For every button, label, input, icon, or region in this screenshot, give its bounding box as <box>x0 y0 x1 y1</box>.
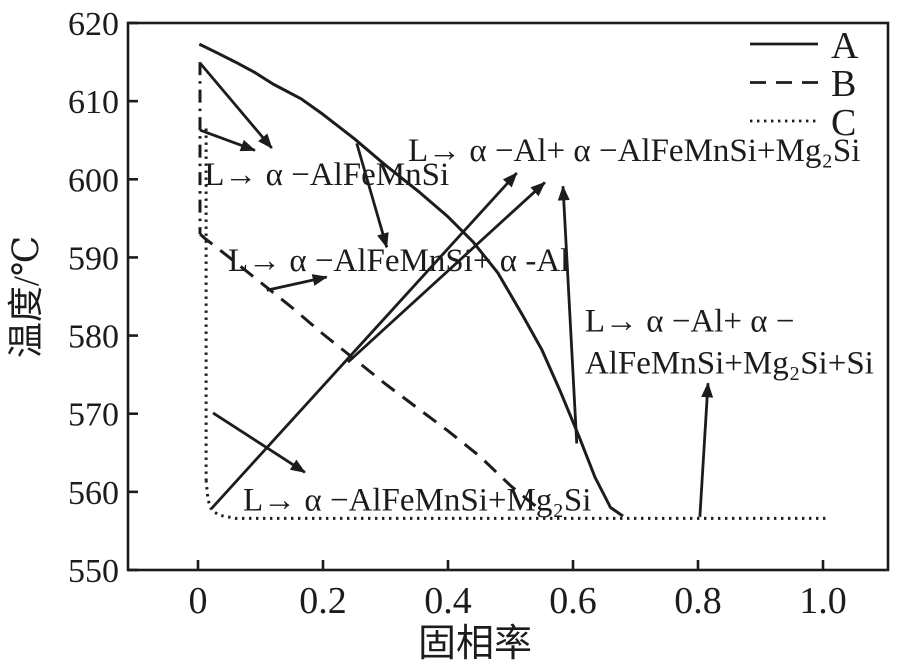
y-tick-label-550: 550 <box>68 553 119 590</box>
x-tick-label-0: 0 <box>189 580 208 622</box>
curve-C-seg2 <box>204 479 827 520</box>
arrow-to-reaction3-from-C <box>210 172 518 510</box>
y-tick-label-560: 560 <box>68 475 119 512</box>
y-tick-label-600: 600 <box>68 162 119 199</box>
annotation-reaction-al-alfemnsi-mg2si-si: L→ α −Al+ α − <box>585 303 795 339</box>
x-tick-label-0.2: 0.2 <box>299 580 347 622</box>
y-tick-label-570: 570 <box>68 397 119 434</box>
arrow-to-reaction4-from-eutectic <box>698 382 714 517</box>
arrow-to-reaction3-from-A <box>557 185 579 444</box>
x-tick-label-0.8: 0.8 <box>674 580 722 622</box>
legend-label-C: C <box>831 102 856 144</box>
arrow-to-reaction3-from-B <box>347 181 546 364</box>
x-tick-label-1.0: 1.0 <box>799 580 847 622</box>
annotation-reaction-al-alfemnsi-mg2si: L→ α −Al+ α −AlFeMnSi+Mg₂Si <box>408 133 860 169</box>
y-tick-label-620: 620 <box>68 6 119 43</box>
y-axis-label: 温度/℃ <box>6 236 46 358</box>
arrow-to-reaction1-from-C-start <box>199 128 256 152</box>
legend-label-A: A <box>831 25 859 67</box>
annotation-reaction-alfemnsi-mg2si: L→ α −AlFeMnSi+Mg₂Si <box>243 482 591 518</box>
y-tick-label-610: 610 <box>68 84 119 121</box>
y-tick-label-580: 580 <box>68 319 119 356</box>
plot-frame <box>126 21 890 572</box>
x-tick-label-0.6: 0.6 <box>549 580 597 622</box>
annotation-reaction-al-alfemnsi-mg2si-si: AlFeMnSi+Mg₂Si+Si <box>585 345 874 381</box>
x-tick-label-0.4: 0.4 <box>424 580 472 622</box>
y-tick-label-590: 590 <box>68 240 119 277</box>
annotation-reaction-alfemnsi: L→ α −AlFeMnSi <box>204 157 449 193</box>
legend-label-B: B <box>831 63 856 105</box>
plot-area: 0 0.2 0.4 0.6 0.8 1.0 550 560 570 580 590 600 610 620… <box>68 6 890 622</box>
legend: A B C <box>831 25 859 144</box>
annotation-reaction-alfemnsi-al: L→ α −AlFeMnSi+ α -Al <box>228 243 569 279</box>
arrow-to-reaction1-from-B-start <box>198 61 273 149</box>
curve-B-seg2 <box>198 232 543 512</box>
arrow-to-reaction2-from-B <box>266 274 328 292</box>
x-axis-label: 固相率 <box>418 623 532 665</box>
arrow-to-reaction2-from-A <box>355 142 389 249</box>
arrow-to-reaction5 <box>212 411 306 474</box>
